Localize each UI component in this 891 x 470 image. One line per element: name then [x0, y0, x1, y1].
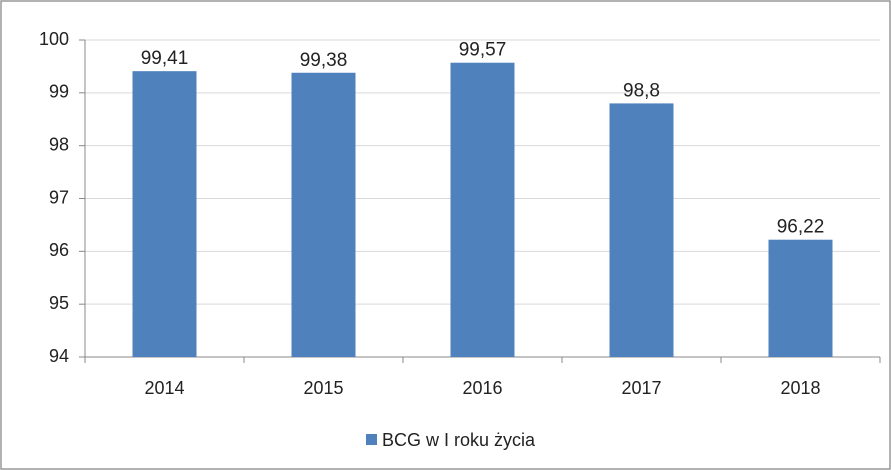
legend-label: BCG w I roku życia — [382, 430, 536, 450]
x-tick-label: 2018 — [780, 378, 820, 398]
bar — [291, 72, 356, 358]
data-label: 98,8 — [623, 80, 660, 101]
y-tick-label: 98 — [49, 134, 69, 154]
data-label: 99,41 — [141, 48, 189, 69]
y-tick-label: 97 — [49, 187, 69, 207]
bar — [132, 71, 197, 358]
y-tick-label: 94 — [49, 346, 69, 366]
y-tick-label: 100 — [39, 29, 69, 49]
data-label: 99,38 — [300, 50, 348, 71]
legend-swatch — [366, 434, 377, 445]
y-tick-label: 95 — [49, 293, 69, 313]
x-tick-label: 2014 — [144, 378, 184, 398]
x-tick-label: 2016 — [462, 378, 502, 398]
y-tick-label: 96 — [49, 240, 69, 260]
bar — [768, 239, 833, 357]
x-tick-label: 2015 — [303, 378, 343, 398]
y-tick-label: 99 — [49, 82, 69, 102]
bar — [450, 62, 515, 358]
bar — [609, 103, 674, 358]
x-tick-label: 2017 — [621, 378, 661, 398]
data-label: 99,57 — [459, 40, 507, 61]
data-label: 96,22 — [777, 217, 825, 238]
